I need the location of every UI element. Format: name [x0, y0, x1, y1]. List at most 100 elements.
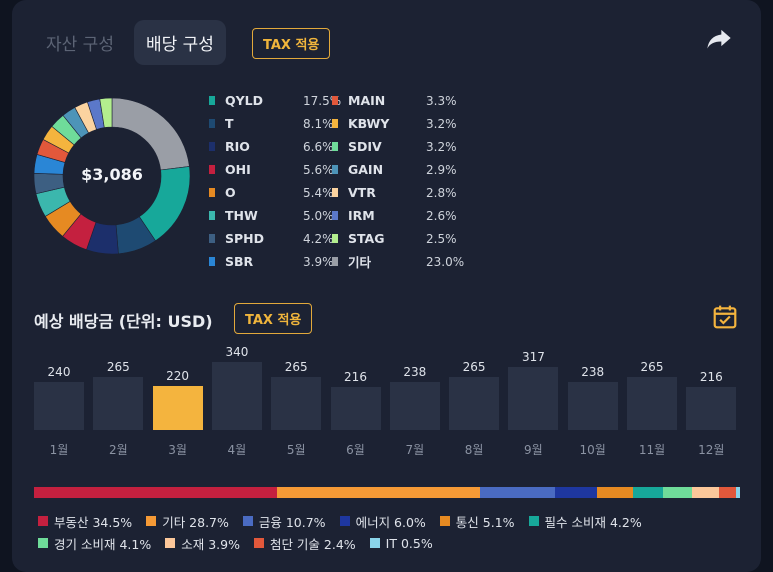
month-bar-6[interactable] — [330, 386, 381, 430]
month-label: 9월 — [524, 443, 543, 457]
bar-value-label: 265 — [462, 360, 486, 374]
legend-ticker: O — [225, 185, 236, 200]
legend-item: SBR 3.9% — [209, 250, 341, 273]
legend-percent: 23.0% — [426, 254, 465, 269]
donut-slice-기타[interactable] — [111, 98, 190, 171]
bar-value-label: 265 — [640, 360, 664, 374]
sector-legend-item: 금융 10.7% — [242, 510, 326, 532]
month-bar-7[interactable] — [389, 382, 440, 430]
legend-item: STAG 2.5% — [332, 227, 464, 250]
legend-ticker: IRM — [348, 208, 375, 223]
legend-swatch — [209, 257, 215, 266]
month-label: 10월 — [579, 443, 606, 457]
sector-segment-IT — [736, 487, 740, 498]
legend-item: SPHD 4.2% — [209, 227, 341, 250]
legend-swatch — [209, 188, 215, 197]
sector-label: 경기 소비재 4.1% — [54, 536, 152, 552]
legend-item: KBWY 3.2% — [332, 112, 464, 135]
bar-value-label: 238 — [581, 365, 605, 380]
legend-ticker: MAIN — [348, 93, 386, 108]
sector-legend-item: 부동산 34.5% — [38, 510, 132, 532]
month-label: 6월 — [346, 443, 365, 457]
sector-segment-경기 소비재 — [663, 487, 692, 498]
sector-legend-row: 부동산 34.5% 기타 28.7% 금융 10.7% 에너지 6.0% 통신 5.1%… — [38, 510, 748, 532]
legend-ticker: VTR — [348, 185, 376, 200]
legend-percent: 4.2% — [303, 231, 334, 246]
holdings-donut-chart — [34, 98, 190, 254]
month-label: 1월 — [49, 443, 69, 457]
sector-label: 통신 5.1% — [455, 514, 515, 530]
holdings-legend-left: QYLD 17.5% T 8.1% RIO 6.6% OHI 5.6% O 5.4% THW 5.0%… — [209, 89, 341, 273]
legend-ticker: GAIN — [348, 162, 384, 177]
month-bar-12[interactable] — [686, 386, 737, 430]
legend-item: RIO 6.6% — [209, 135, 341, 158]
sector-segment-기타 — [277, 487, 480, 498]
month-label: 11월 — [638, 443, 666, 457]
sector-legend-item: 첨단 기술 2.4% — [253, 532, 356, 554]
sector-label: 필수 소비재 4.2% — [544, 514, 642, 530]
tab-dividend-composition[interactable]: 배당 구성 — [133, 20, 226, 65]
legend-item: T 8.1% — [209, 112, 341, 135]
legend-percent: 3.3% — [426, 93, 457, 108]
legend-percent: 6.6% — [303, 139, 334, 154]
legend-swatch — [209, 96, 215, 105]
legend-percent: 3.2% — [426, 139, 457, 154]
tax-toggle-button-2[interactable]: TAX 적용 — [234, 303, 313, 334]
tax-toggle-button[interactable]: TAX 적용 — [252, 28, 331, 59]
month-bar-3[interactable] — [152, 386, 203, 430]
section-title: 예상 배당금 (단위: USD) — [34, 312, 213, 331]
month-bar-8[interactable] — [449, 377, 500, 430]
sector-label: 에너지 6.0% — [355, 514, 426, 530]
sector-segment-금융 — [479, 487, 556, 498]
sector-legend-item: 필수 소비재 4.2% — [528, 510, 642, 532]
legend-item: MAIN 3.3% — [332, 89, 464, 112]
legend-swatch — [209, 142, 215, 151]
legend-swatch — [332, 119, 338, 128]
month-bar-4[interactable] — [211, 362, 262, 430]
tab-asset-composition[interactable]: 자산 구성 — [46, 35, 114, 55]
legend-swatch — [332, 234, 338, 243]
legend-item: THW 5.0% — [209, 204, 341, 227]
month-label: 2월 — [108, 443, 128, 457]
month-bar-10[interactable] — [567, 382, 618, 430]
month-bar-1[interactable] — [34, 382, 84, 430]
legend-swatch — [332, 96, 338, 105]
legend-ticker: T — [225, 116, 234, 131]
legend-ticker: SBR — [225, 254, 254, 269]
sector-swatch — [38, 538, 48, 548]
month-label: 5월 — [286, 443, 306, 457]
legend-swatch — [332, 165, 338, 174]
sector-swatch — [369, 538, 380, 548]
monthly-dividend-bar-chart: 240 1월 265 2월 220 3월 340 4월 265 5월 216 6월 238 7월 265 8월… — [34, 340, 740, 460]
sector-label: 첨단 기술 2.4% — [269, 536, 356, 552]
legend-item: 기타 23.0% — [332, 250, 464, 273]
legend-swatch — [209, 165, 215, 174]
month-label: 3월 — [168, 443, 187, 457]
sector-legend-row: 경기 소비재 4.1% 소재 3.9% 첨단 기술 2.4% IT 0.5% — [38, 532, 748, 554]
calendar-check-icon[interactable] — [712, 304, 738, 330]
legend-percent: 3.9% — [303, 254, 334, 269]
sector-segment-첨단 기술 — [719, 487, 737, 498]
sector-swatch — [146, 516, 157, 526]
sector-stacked-bar — [34, 487, 740, 498]
sector-swatch — [253, 538, 264, 548]
share-arrow-icon[interactable] — [705, 24, 733, 52]
month-bar-2[interactable] — [93, 377, 144, 430]
bar-value-label: 340 — [225, 345, 249, 359]
legend-swatch — [209, 234, 215, 243]
donut-slice-STAG[interactable] — [99, 98, 113, 128]
legend-percent: 2.6% — [426, 208, 457, 223]
dividend-panel: 자산 구성 배당 구성 TAX 적용 $3,086 QYLD 17.5% T 8.1%… — [12, 0, 761, 572]
month-bar-11[interactable] — [627, 377, 677, 430]
month-bar-5[interactable] — [271, 377, 322, 430]
legend-swatch — [209, 211, 215, 220]
legend-item: VTR 2.8% — [332, 181, 464, 204]
legend-percent: 5.6% — [303, 162, 334, 177]
sector-segment-에너지 — [555, 487, 598, 498]
month-bar-9[interactable] — [508, 366, 559, 430]
sector-legend-item: IT 0.5% — [369, 532, 433, 554]
bar-value-label: 238 — [403, 365, 427, 380]
bar-value-label: 317 — [521, 349, 545, 364]
sector-segment-부동산 — [34, 487, 278, 498]
legend-ticker: 기타 — [348, 255, 372, 270]
